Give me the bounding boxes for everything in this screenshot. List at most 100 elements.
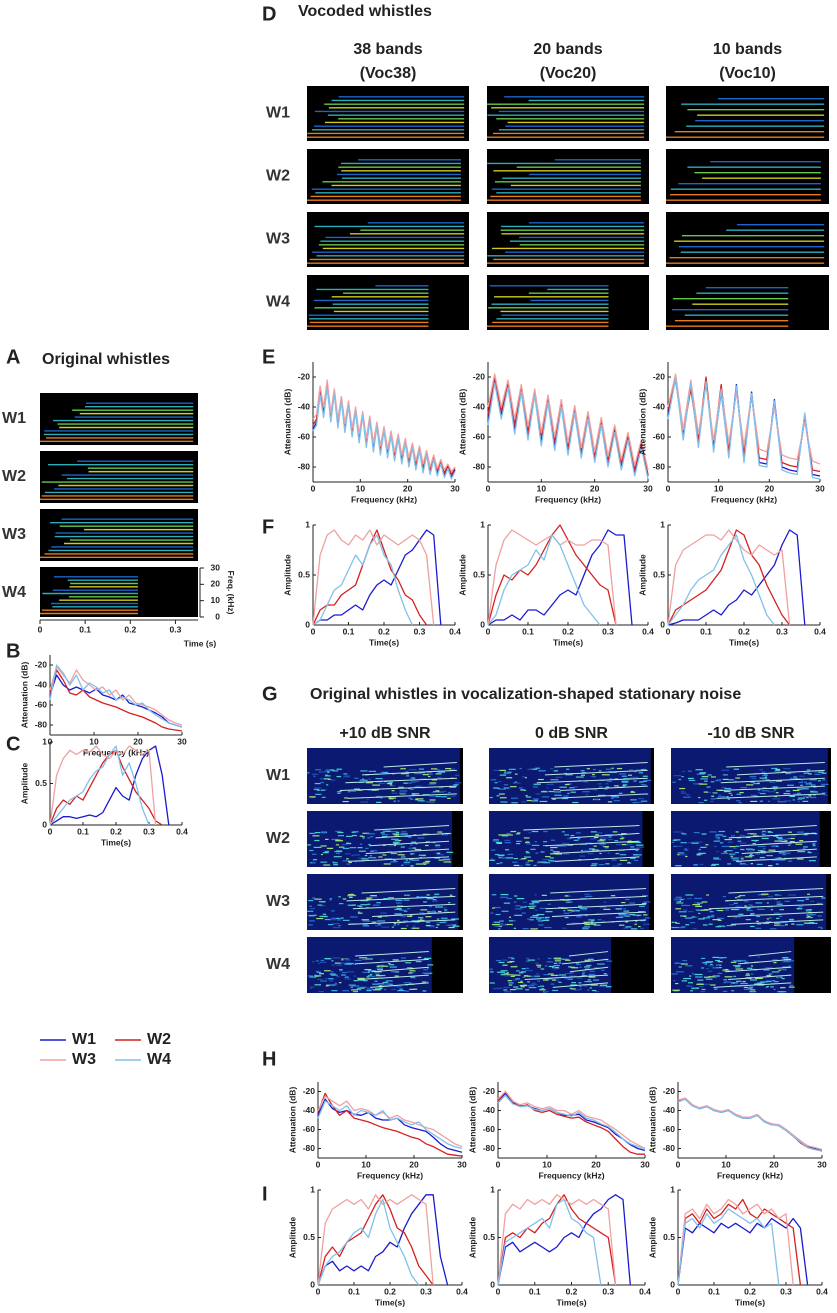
noise-speck bbox=[687, 910, 694, 913]
noise-speck bbox=[550, 853, 555, 855]
y-tick-label: -60 bbox=[473, 431, 486, 441]
noise-speck bbox=[782, 854, 787, 856]
noise-speck bbox=[437, 852, 440, 854]
noise-speck bbox=[582, 971, 586, 973]
noise-speck bbox=[506, 972, 510, 974]
noise-speck bbox=[636, 844, 644, 846]
noise-speck bbox=[712, 919, 721, 921]
noise-speck bbox=[673, 845, 678, 848]
noise-speck bbox=[575, 832, 581, 834]
noise-speck bbox=[779, 915, 783, 918]
noise-speck bbox=[377, 968, 384, 970]
spectrogram bbox=[307, 212, 469, 267]
harmonic bbox=[725, 895, 824, 902]
harmonic bbox=[345, 777, 457, 784]
noise-speck bbox=[426, 773, 433, 775]
spectrogram-bg bbox=[666, 212, 829, 267]
noise-speck bbox=[418, 772, 426, 774]
y-tick-label: 0 bbox=[660, 619, 665, 629]
noise-speck bbox=[776, 901, 781, 903]
noise-speck bbox=[726, 924, 733, 927]
noise-speck bbox=[766, 980, 772, 983]
noise-speck bbox=[508, 982, 514, 984]
noise-speck bbox=[381, 836, 388, 838]
noise-speck bbox=[440, 917, 448, 919]
noise-speck bbox=[570, 834, 575, 837]
series-line bbox=[49, 745, 150, 826]
spectrogram-bg bbox=[307, 149, 469, 204]
noise-speck bbox=[818, 926, 823, 928]
noise-speck bbox=[492, 840, 500, 842]
noise-speck bbox=[685, 924, 690, 926]
x-tick-label: 0.1 bbox=[700, 626, 712, 636]
noise-speck bbox=[408, 972, 413, 974]
noise-speck bbox=[566, 978, 573, 980]
noise-speck bbox=[675, 982, 679, 985]
noise-speck bbox=[701, 776, 709, 778]
noise-speck bbox=[410, 844, 413, 846]
noise-speck bbox=[517, 832, 521, 834]
row-label: W3 bbox=[2, 526, 26, 543]
noise-speck bbox=[415, 798, 424, 800]
noise-speck bbox=[750, 914, 753, 916]
noise-speck bbox=[590, 838, 597, 840]
noise-speck bbox=[519, 984, 528, 987]
noise-speck bbox=[822, 779, 826, 781]
noise-speck bbox=[552, 851, 560, 853]
noise-speck bbox=[367, 789, 371, 791]
noise-speck bbox=[718, 909, 724, 912]
noise-speck bbox=[426, 924, 431, 927]
noise-speck bbox=[581, 771, 586, 774]
noise-speck bbox=[707, 774, 712, 776]
noise-speck bbox=[762, 848, 766, 850]
noise-speck bbox=[779, 894, 782, 896]
noise-speck bbox=[417, 800, 424, 802]
noise-speck bbox=[546, 783, 554, 786]
noise-speck bbox=[409, 859, 413, 861]
noise-speck bbox=[767, 830, 772, 833]
noise-speck bbox=[562, 958, 569, 960]
noise-speck bbox=[693, 831, 700, 834]
noise-speck bbox=[313, 974, 317, 976]
harmonic bbox=[741, 848, 817, 855]
x-tick-label: 30 bbox=[817, 1159, 827, 1169]
noise-speck bbox=[750, 800, 758, 803]
noise-speck bbox=[533, 900, 541, 902]
noise-speck bbox=[677, 852, 685, 854]
spectrogram bbox=[666, 275, 829, 330]
noise-speck bbox=[695, 769, 703, 771]
x-tick-label: 30 bbox=[457, 1159, 467, 1169]
noise-speck bbox=[675, 900, 680, 902]
noise-speck bbox=[340, 962, 347, 964]
noise-speck bbox=[621, 901, 626, 904]
noise-speck bbox=[423, 901, 427, 903]
noise-speck bbox=[493, 925, 500, 927]
noise-speck bbox=[612, 831, 618, 833]
noise-speck bbox=[551, 860, 556, 862]
spectrogram bbox=[487, 212, 649, 267]
noise-speck bbox=[679, 854, 687, 856]
noise-speck bbox=[529, 907, 535, 909]
noise-speck bbox=[600, 837, 608, 839]
noise-speck bbox=[633, 780, 637, 783]
harmonic bbox=[569, 832, 640, 839]
y-tick-label: 1 bbox=[310, 1184, 315, 1194]
noise-speck bbox=[380, 959, 385, 961]
noise-speck bbox=[699, 772, 706, 774]
noise-speck bbox=[592, 768, 596, 771]
noise-speck bbox=[593, 979, 600, 981]
noise-speck bbox=[676, 902, 684, 904]
noise-speck bbox=[525, 841, 530, 844]
noise-speck bbox=[399, 915, 404, 917]
noise-speck bbox=[309, 907, 316, 910]
noise-speck bbox=[805, 909, 811, 911]
noise-speck bbox=[513, 927, 517, 929]
noise-speck bbox=[607, 852, 610, 854]
noise-speck bbox=[612, 865, 620, 867]
noise-speck bbox=[426, 921, 431, 924]
noise-speck bbox=[633, 854, 642, 856]
noise-speck bbox=[520, 789, 525, 791]
legend-label: W4 bbox=[147, 1051, 171, 1068]
noise-speck bbox=[733, 965, 741, 967]
column-header: (Voc38) bbox=[360, 65, 417, 82]
